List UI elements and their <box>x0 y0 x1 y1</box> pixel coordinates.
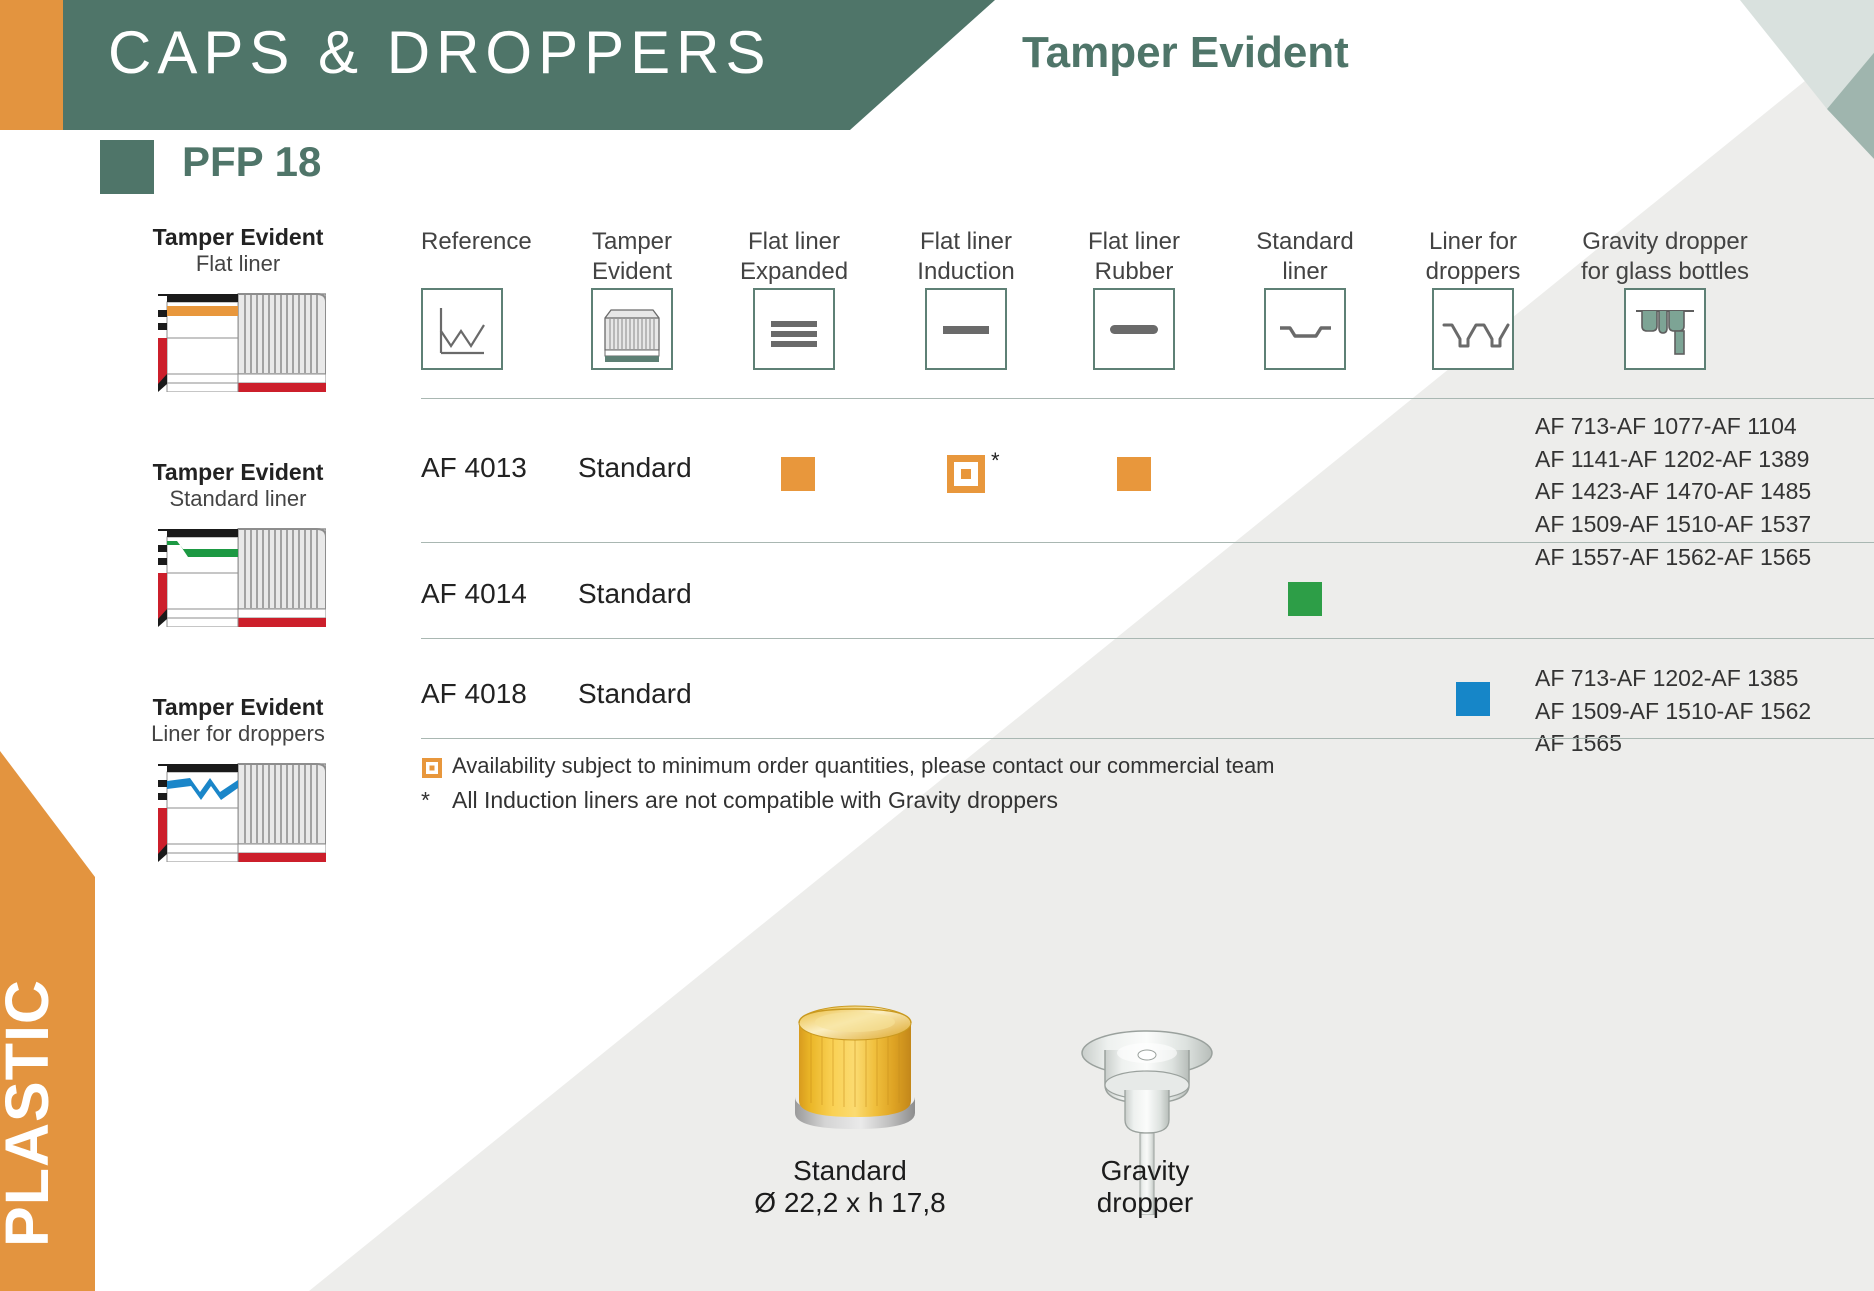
svg-text:PLASTIC: PLASTIC <box>0 979 61 1247</box>
